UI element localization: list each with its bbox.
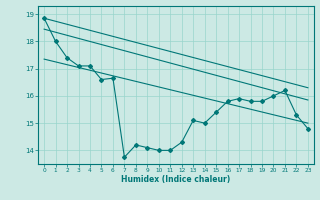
X-axis label: Humidex (Indice chaleur): Humidex (Indice chaleur) [121, 175, 231, 184]
